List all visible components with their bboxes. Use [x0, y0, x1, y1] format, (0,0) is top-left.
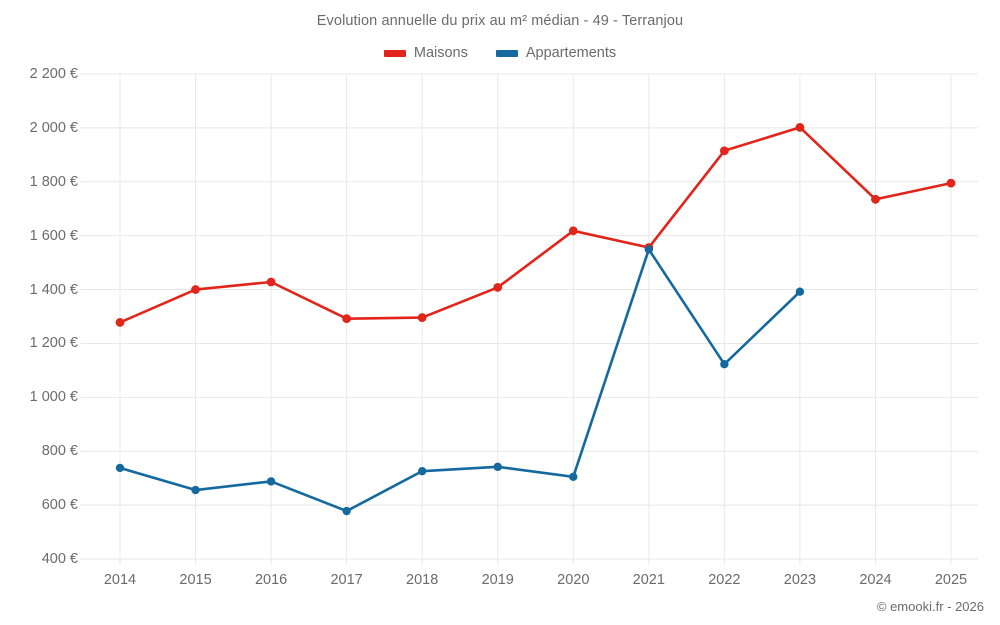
- x-axis-tick-label: 2015: [179, 572, 212, 588]
- chart-legend: Maisons Appartements: [0, 45, 1000, 61]
- data-point-maisons[interactable]: [871, 194, 880, 204]
- series-line-maisons: [118, 126, 953, 324]
- y-axis-tick-label: 2 200 €: [29, 66, 78, 82]
- data-point-appartements[interactable]: [191, 485, 200, 495]
- data-point-maisons[interactable]: [342, 314, 352, 324]
- grid-lines: [80, 73, 978, 565]
- series-line-appartements: [118, 248, 802, 513]
- y-axis-tick-label: 400 €: [41, 551, 78, 567]
- data-point-maisons[interactable]: [719, 146, 729, 156]
- legend-item-appartements[interactable]: Appartements: [495, 45, 617, 61]
- data-point-appartements[interactable]: [720, 359, 729, 369]
- y-axis-tick-label: 1 400 €: [29, 281, 78, 298]
- x-axis-tick-label: 2020: [557, 572, 590, 588]
- x-axis-tick-label: 2021: [632, 572, 665, 588]
- data-point-maisons[interactable]: [568, 226, 578, 236]
- x-axis-tick-label: 2022: [708, 572, 741, 588]
- data-point-appartements[interactable]: [569, 472, 578, 482]
- legend-swatch-maisons: [383, 49, 406, 57]
- y-axis-tick-label: 800 €: [41, 443, 78, 460]
- x-axis-tick-label: 2024: [859, 572, 892, 588]
- series-lines: [118, 126, 953, 513]
- data-point-maisons[interactable]: [115, 318, 125, 327]
- x-axis-tick-label: 2023: [783, 572, 817, 588]
- data-point-maisons[interactable]: [795, 122, 805, 132]
- data-point-maisons[interactable]: [417, 313, 427, 322]
- chart-title: Evolution annuelle du prix au m² médian …: [316, 13, 684, 29]
- data-point-appartements[interactable]: [417, 466, 427, 476]
- data-point-appartements[interactable]: [644, 245, 654, 254]
- x-axis-tick-label: 2017: [330, 572, 363, 588]
- legend-label-maisons: Maisons: [413, 45, 468, 61]
- y-axis-tick-labels: 400 € 600 € 800 € 1 000 € 1 200 € 1 400 € 1 60…: [0, 0, 78, 625]
- y-axis-tick-label: 1 800 €: [29, 173, 78, 190]
- y-axis-tick-label: 1 000 €: [29, 389, 78, 406]
- legend-item-maisons[interactable]: Maisons: [383, 45, 468, 61]
- x-axis-tick-label: 2018: [406, 572, 439, 588]
- footer-credit: © emooki.fr - 2026: [876, 599, 984, 614]
- legend-swatch-appartements: [495, 49, 518, 57]
- data-point-appartements[interactable]: [115, 463, 125, 473]
- y-axis-tick-label: 1 600 €: [29, 227, 78, 244]
- data-point-appartements[interactable]: [342, 506, 351, 516]
- x-axis-tick-label: 2019: [481, 572, 514, 588]
- data-point-appartements[interactable]: [493, 462, 502, 472]
- y-axis-tick-label: 1 200 €: [29, 335, 78, 352]
- legend-label-appartements: Appartements: [525, 45, 617, 61]
- y-axis-tick-label: 2 000 €: [29, 119, 78, 136]
- y-axis-tick-label: 600 €: [41, 497, 78, 514]
- x-axis-tick-label: 2016: [254, 572, 288, 588]
- data-point-markers: [115, 122, 956, 516]
- data-point-maisons[interactable]: [946, 178, 956, 188]
- x-axis-tick-label: 2014: [103, 572, 137, 588]
- x-axis-tick-label: 2025: [934, 572, 968, 588]
- data-point-maisons[interactable]: [493, 283, 503, 292]
- data-point-maisons[interactable]: [191, 285, 200, 294]
- data-point-appartements[interactable]: [266, 477, 276, 486]
- data-point-maisons[interactable]: [266, 277, 276, 287]
- data-point-appartements[interactable]: [795, 287, 805, 296]
